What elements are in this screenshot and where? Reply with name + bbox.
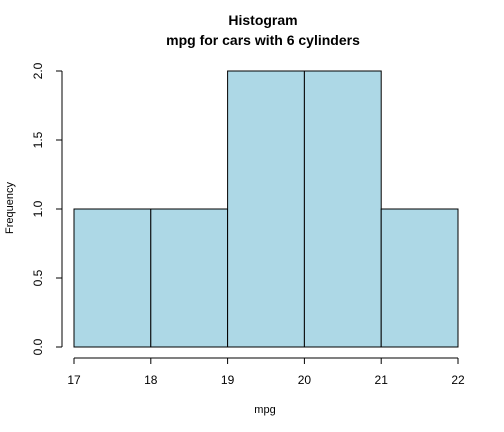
y-tick-label-1: 0.5 [31,269,45,286]
y-tick-label-3: 1.5 [31,131,45,148]
chart-subtitle: mpg for cars with 6 cylinders [166,32,360,48]
y-tick-label-0: 0.0 [31,338,45,355]
x-tick-label-1: 18 [144,373,158,387]
histogram-bar-4 [380,208,459,348]
histogram-bar-0 [73,208,152,348]
chart-title: Histogram [228,12,297,28]
x-axis: 17 18 19 20 21 22 [67,357,465,387]
histogram-bar-1 [150,208,229,348]
bars-group [73,70,459,348]
y-axis: 0.0 0.5 1.0 1.5 2.0 [31,62,63,355]
histogram-bar-2 [227,70,305,348]
x-tick-label-0: 17 [67,373,81,387]
x-tick-label-4: 21 [375,373,389,387]
x-tick-label-3: 20 [298,373,312,387]
y-tick-label-4: 2.0 [31,62,45,79]
histogram-bar-3 [303,70,382,348]
y-tick-label-2: 1.0 [31,200,45,217]
y-axis-label: Frequency [4,182,16,234]
x-tick-label-5: 22 [451,373,465,387]
x-axis-label: mpg [254,404,275,416]
x-tick-label-2: 19 [221,373,235,387]
